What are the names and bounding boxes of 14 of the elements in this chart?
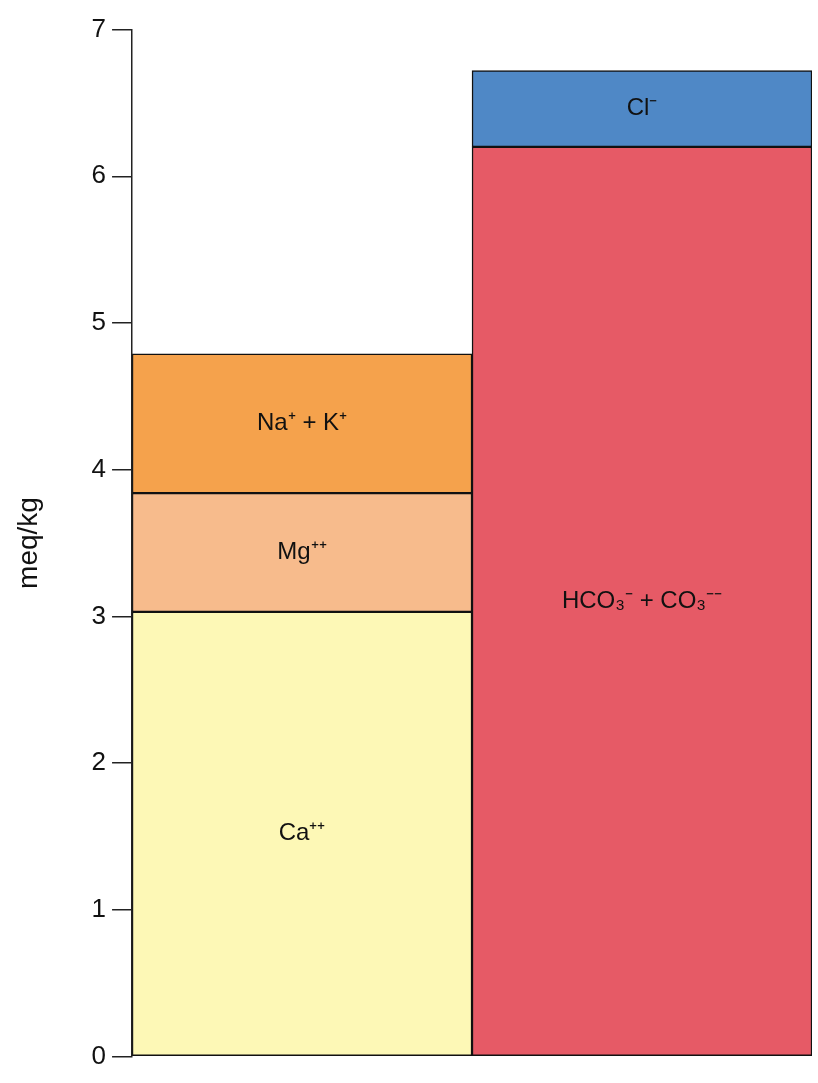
- series-label: Mg⁺⁺: [277, 537, 327, 565]
- y-tick-label: 0: [91, 1039, 107, 1070]
- y-tick-label: 6: [91, 159, 107, 190]
- series-label: Na⁺ + K⁺: [257, 408, 348, 436]
- series-label: HCO₃⁻ + CO₃⁻⁻: [561, 585, 723, 613]
- series-label: Ca⁺⁺: [278, 818, 326, 846]
- y-tick-label: 5: [91, 306, 107, 337]
- y-tick-label: 4: [91, 452, 107, 483]
- y-tick-label: 2: [91, 746, 107, 777]
- y-tick-label: 3: [91, 599, 107, 630]
- y-axis-title: meq/kg: [11, 497, 43, 589]
- y-tick-label: 7: [91, 12, 107, 43]
- y-tick-label: 1: [91, 892, 107, 923]
- series-label: Cl⁻: [626, 93, 658, 121]
